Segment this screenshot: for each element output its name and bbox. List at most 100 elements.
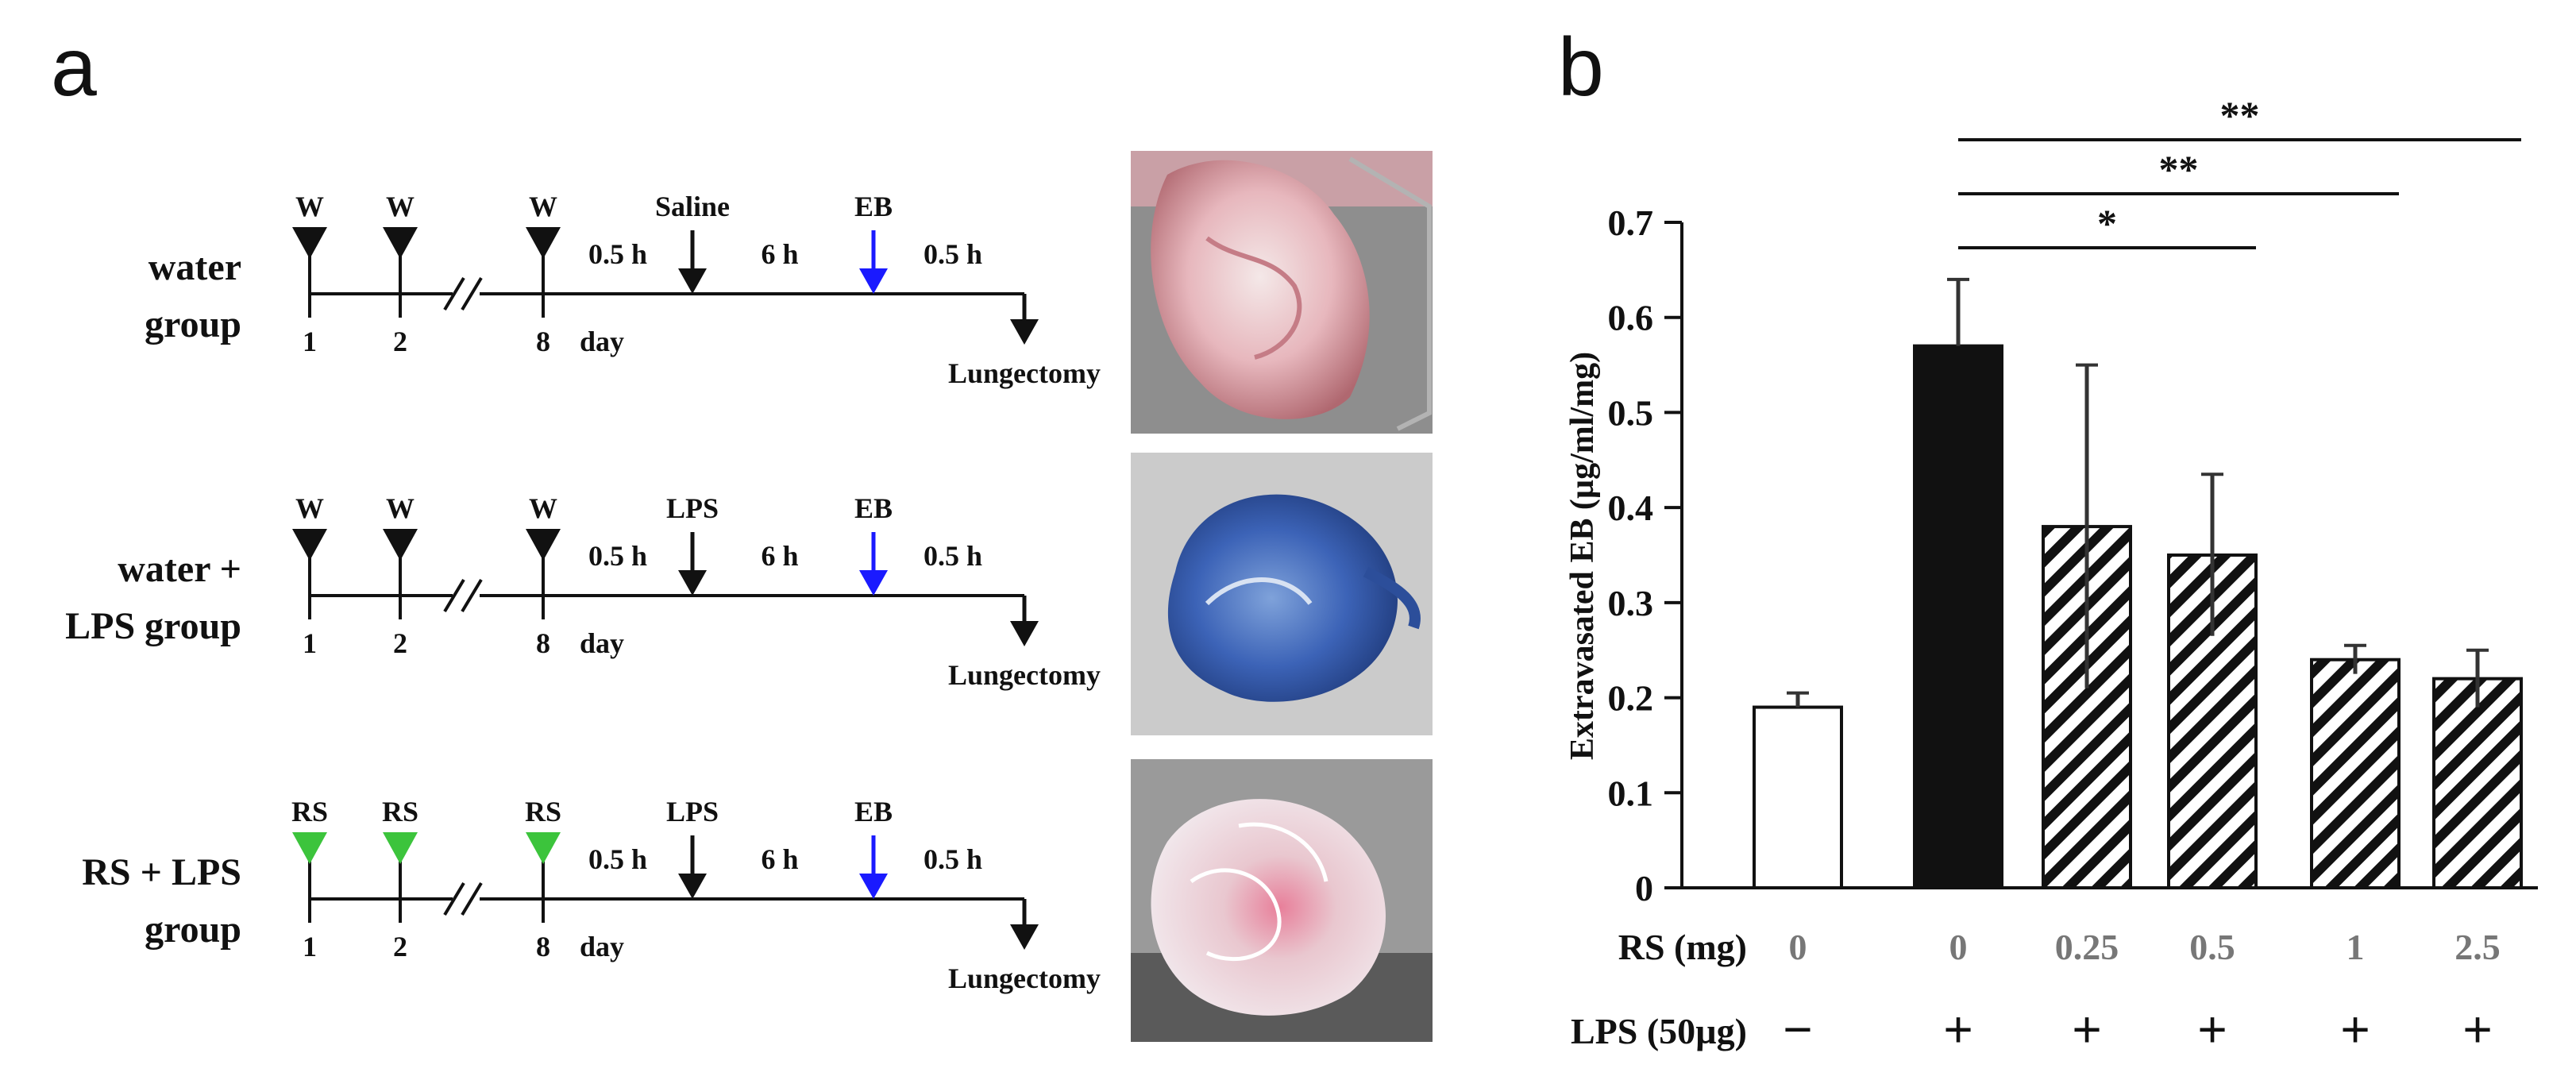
day-word: day — [580, 627, 624, 659]
bar — [2310, 658, 2401, 890]
group-label: LPS group — [65, 605, 241, 647]
pretreatment-marker — [292, 832, 327, 864]
pretreatment-marker — [383, 227, 418, 259]
day-tick-label: 2 — [393, 931, 407, 962]
interval-label: 6 h — [761, 238, 798, 270]
significance-label: ** — [2159, 147, 2199, 191]
pretreatment-marker — [383, 832, 418, 864]
timeline-row: RS + LPS group RS 1 RS 2 RS 8 day LPS EB Lungectomy… — [82, 796, 1101, 994]
panel-letter-a: a — [51, 21, 97, 114]
day-tick-label: 2 — [393, 326, 407, 357]
significance-label: ** — [2220, 93, 2260, 137]
interval-label: 0.5 h — [588, 843, 647, 875]
interval-label: 0.5 h — [924, 540, 982, 572]
end-arrow-head — [1010, 319, 1039, 345]
pretreatment-label: W — [529, 492, 557, 524]
y-tick-label: 0.3 — [1608, 583, 1654, 623]
pretreatment-marker — [526, 227, 561, 259]
day-tick-label: 8 — [536, 627, 550, 659]
group-label: water + — [118, 548, 241, 590]
axis-break-mark — [443, 578, 465, 613]
pretreatment-marker — [292, 227, 327, 259]
pretreatment-label: W — [529, 191, 557, 222]
pretreatment-marker — [526, 832, 561, 864]
group-label: water — [148, 246, 241, 288]
challenge-arrow-head — [678, 268, 707, 294]
y-tick-label: 0.7 — [1608, 202, 1654, 243]
lps-sign-label: − — [1783, 1001, 1812, 1058]
y-axis-label: Extravasated EB (µg/ml/mg) — [1564, 352, 1601, 760]
pretreatment-label: W — [386, 492, 415, 524]
timeline-row: water + LPS group W 1 W 2 W 8 day LPS EB Lungectomy… — [65, 492, 1101, 691]
axis-break-mark — [461, 881, 483, 916]
rs-dose-label: 0.5 — [2189, 927, 2235, 967]
rs-dose-label: 2.5 — [2455, 927, 2501, 967]
rs-dose-label: 0 — [1789, 927, 1807, 967]
rs-dose-label: 1 — [2347, 927, 2365, 967]
day-tick-label: 1 — [303, 326, 317, 357]
timeline-row: water group W 1 W 2 W 8 day Saline EB Lungectomy 0.5… — [145, 191, 1101, 389]
lung-tissue-photo-pale — [1131, 759, 1433, 1042]
bar-chart: Extravasated EB (µg/ml/mg) 0 0.1 0.2 0.3 0.4… — [1564, 93, 2538, 1058]
eb-arrow-head — [859, 570, 888, 596]
y-tick-label: 0 — [1635, 868, 1653, 908]
interval-label: 6 h — [761, 540, 798, 572]
group-label: group — [145, 303, 241, 345]
pretreatment-label: W — [295, 492, 324, 524]
lps-sign-label: + — [2340, 1001, 2370, 1058]
eb-arrow-head — [859, 874, 888, 899]
significance-label: * — [2097, 201, 2117, 245]
end-label: Lungectomy — [948, 357, 1101, 389]
lps-row-label: LPS (50µg) — [1571, 1011, 1747, 1051]
pretreatment-label: W — [295, 191, 324, 222]
pretreatment-marker — [383, 529, 418, 561]
y-tick-label: 0.2 — [1608, 678, 1654, 719]
challenge-arrow-head — [678, 874, 707, 899]
day-word: day — [580, 931, 624, 962]
challenge-label: LPS — [666, 796, 719, 827]
day-tick-label: 1 — [303, 931, 317, 962]
pretreatment-marker — [526, 529, 561, 561]
lung-tissue-photo-blue — [1131, 453, 1433, 735]
rs-dose-label: 0.25 — [2055, 927, 2119, 967]
interval-label: 0.5 h — [588, 238, 647, 270]
bar — [1913, 344, 2003, 889]
pretreatment-label: RS — [382, 796, 418, 827]
panel-letter-b: b — [1558, 21, 1604, 114]
axis-break-mark — [461, 276, 483, 311]
eb-label: EB — [854, 796, 893, 827]
bar — [1753, 705, 1843, 889]
axis-break-mark — [461, 578, 483, 613]
interval-label: 0.5 h — [588, 540, 647, 572]
day-tick-label: 2 — [393, 627, 407, 659]
timeline-panel: water group W 1 W 2 W 8 day Saline EB Lungectomy 0.5… — [65, 191, 1101, 994]
end-label: Lungectomy — [948, 962, 1101, 994]
day-tick-label: 8 — [536, 931, 550, 962]
lps-sign-label: + — [2072, 1001, 2101, 1058]
lps-sign-label: + — [1943, 1001, 1972, 1058]
pretreatment-marker — [292, 529, 327, 561]
axis-break-mark — [443, 881, 465, 916]
day-word: day — [580, 326, 624, 357]
group-label: RS + LPS — [82, 851, 241, 893]
day-tick-label: 8 — [536, 326, 550, 357]
pretreatment-label: RS — [525, 796, 561, 827]
y-tick-label: 0.4 — [1608, 488, 1654, 528]
day-tick-label: 1 — [303, 627, 317, 659]
bar — [2432, 677, 2523, 890]
rs-row-label: RS (mg) — [1618, 927, 1747, 967]
pretreatment-label: W — [386, 191, 415, 222]
y-tick-label: 0.1 — [1608, 773, 1654, 813]
interval-label: 0.5 h — [924, 238, 982, 270]
lps-sign-label: + — [2462, 1001, 2492, 1058]
challenge-label: Saline — [655, 191, 730, 222]
lps-sign-label: + — [2197, 1001, 2227, 1058]
eb-label: EB — [854, 191, 893, 222]
rs-dose-label: 0 — [1949, 927, 1968, 967]
group-label: group — [145, 908, 241, 951]
axis-break-mark — [443, 276, 465, 311]
end-arrow-head — [1010, 621, 1039, 646]
end-arrow-head — [1010, 924, 1039, 950]
lung-tissue-photo-pink — [1131, 151, 1433, 434]
